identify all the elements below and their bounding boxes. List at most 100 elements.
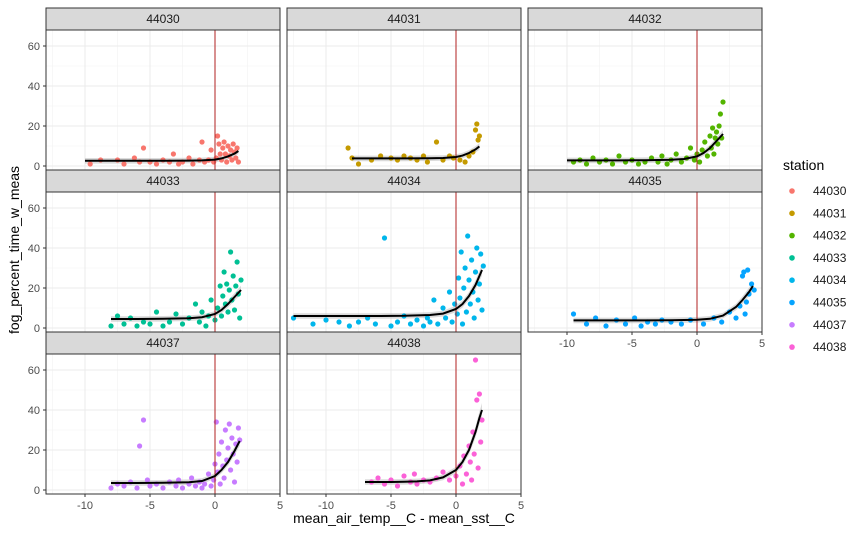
data-point [336,319,342,325]
data-point [203,323,209,329]
data-point [743,299,750,305]
data-point [221,139,227,145]
data-point [147,483,153,489]
panel-background [46,192,280,332]
data-point [225,445,231,451]
data-point [632,315,638,321]
data-point [215,305,221,311]
data-point [446,289,453,295]
panel-44032: 44032 [527,7,763,171]
data-point [717,111,724,117]
data-point [381,235,388,241]
data-point [134,323,140,329]
data-point [720,99,726,105]
data-point [218,313,225,319]
data-point [199,309,205,315]
data-point [230,141,236,147]
legend-label: 44035 [813,296,847,310]
legend-label: 44031 [813,206,847,220]
data-point [237,315,243,321]
x-tick-label: -5 [386,500,396,512]
data-point [87,161,93,167]
data-point [446,477,453,483]
data-point [745,267,751,273]
data-point [704,153,711,159]
data-point [733,315,739,321]
data-point [221,269,227,275]
data-point [638,323,644,329]
data-point [471,451,477,457]
data-point [153,309,160,315]
legend-item-44033: 44033 [789,251,847,265]
data-point [463,471,469,477]
data-point [459,321,466,327]
data-point [131,155,137,161]
strip-label-44038: 44038 [387,336,421,350]
data-point [378,153,384,159]
y-tick-label: 60 [28,41,40,53]
data-point [687,145,694,151]
data-point [622,321,629,327]
data-point [394,483,401,489]
panel-border [45,353,281,495]
data-point [220,293,226,299]
data-point [603,323,609,329]
data-point [710,125,716,131]
data-point [475,465,481,471]
data-point [114,313,121,319]
data-point [424,315,430,321]
data-point [465,233,471,239]
data-point [459,481,466,487]
data-point [475,137,481,143]
data-point [225,309,231,315]
legend-label: 44038 [813,340,847,354]
data-point [375,475,381,481]
panel-44037: 44037 0 20 40 60 -10 -5 0 5 [28,331,283,512]
data-point [702,139,708,145]
data-point [199,485,205,491]
data-point [217,151,223,157]
data-point [472,127,479,133]
data-point [713,129,720,135]
data-point [222,151,228,157]
x-tick-label: -10 [77,500,93,512]
data-point [449,319,455,325]
data-point [471,315,477,321]
y-tick-label: 40 [28,243,40,255]
data-point [457,157,463,163]
data-point [407,321,414,327]
data-point [215,133,221,139]
data-point [458,249,464,255]
legend-key [789,255,795,261]
data-point [433,139,440,145]
panel-44034: 44034 [286,169,522,333]
strip-label-44032: 44032 [628,12,662,26]
data-point [224,159,230,165]
data-point [140,145,147,151]
data-point [213,419,219,425]
fit-line [111,289,242,320]
data-point [440,469,446,475]
data-point [170,151,176,157]
data-point [741,269,747,275]
y-tick-label: 0 [34,323,40,335]
data-point [233,283,239,289]
data-point [678,321,685,327]
data-point [108,485,114,491]
data-point [475,297,481,303]
data-point [226,421,232,427]
data-point [467,459,473,465]
panel-background [287,30,521,170]
data-point [707,133,713,139]
confidence-band [573,281,753,324]
data-point [140,319,147,325]
data-point [160,323,166,329]
data-point [222,427,228,433]
data-point [435,321,441,327]
panel-background [287,192,521,332]
data-point [570,311,577,317]
data-point [472,269,479,275]
legend-items: 44030 44031 44032 44033 44034 44035 44037 44038 [789,184,847,354]
data-point [673,151,679,157]
